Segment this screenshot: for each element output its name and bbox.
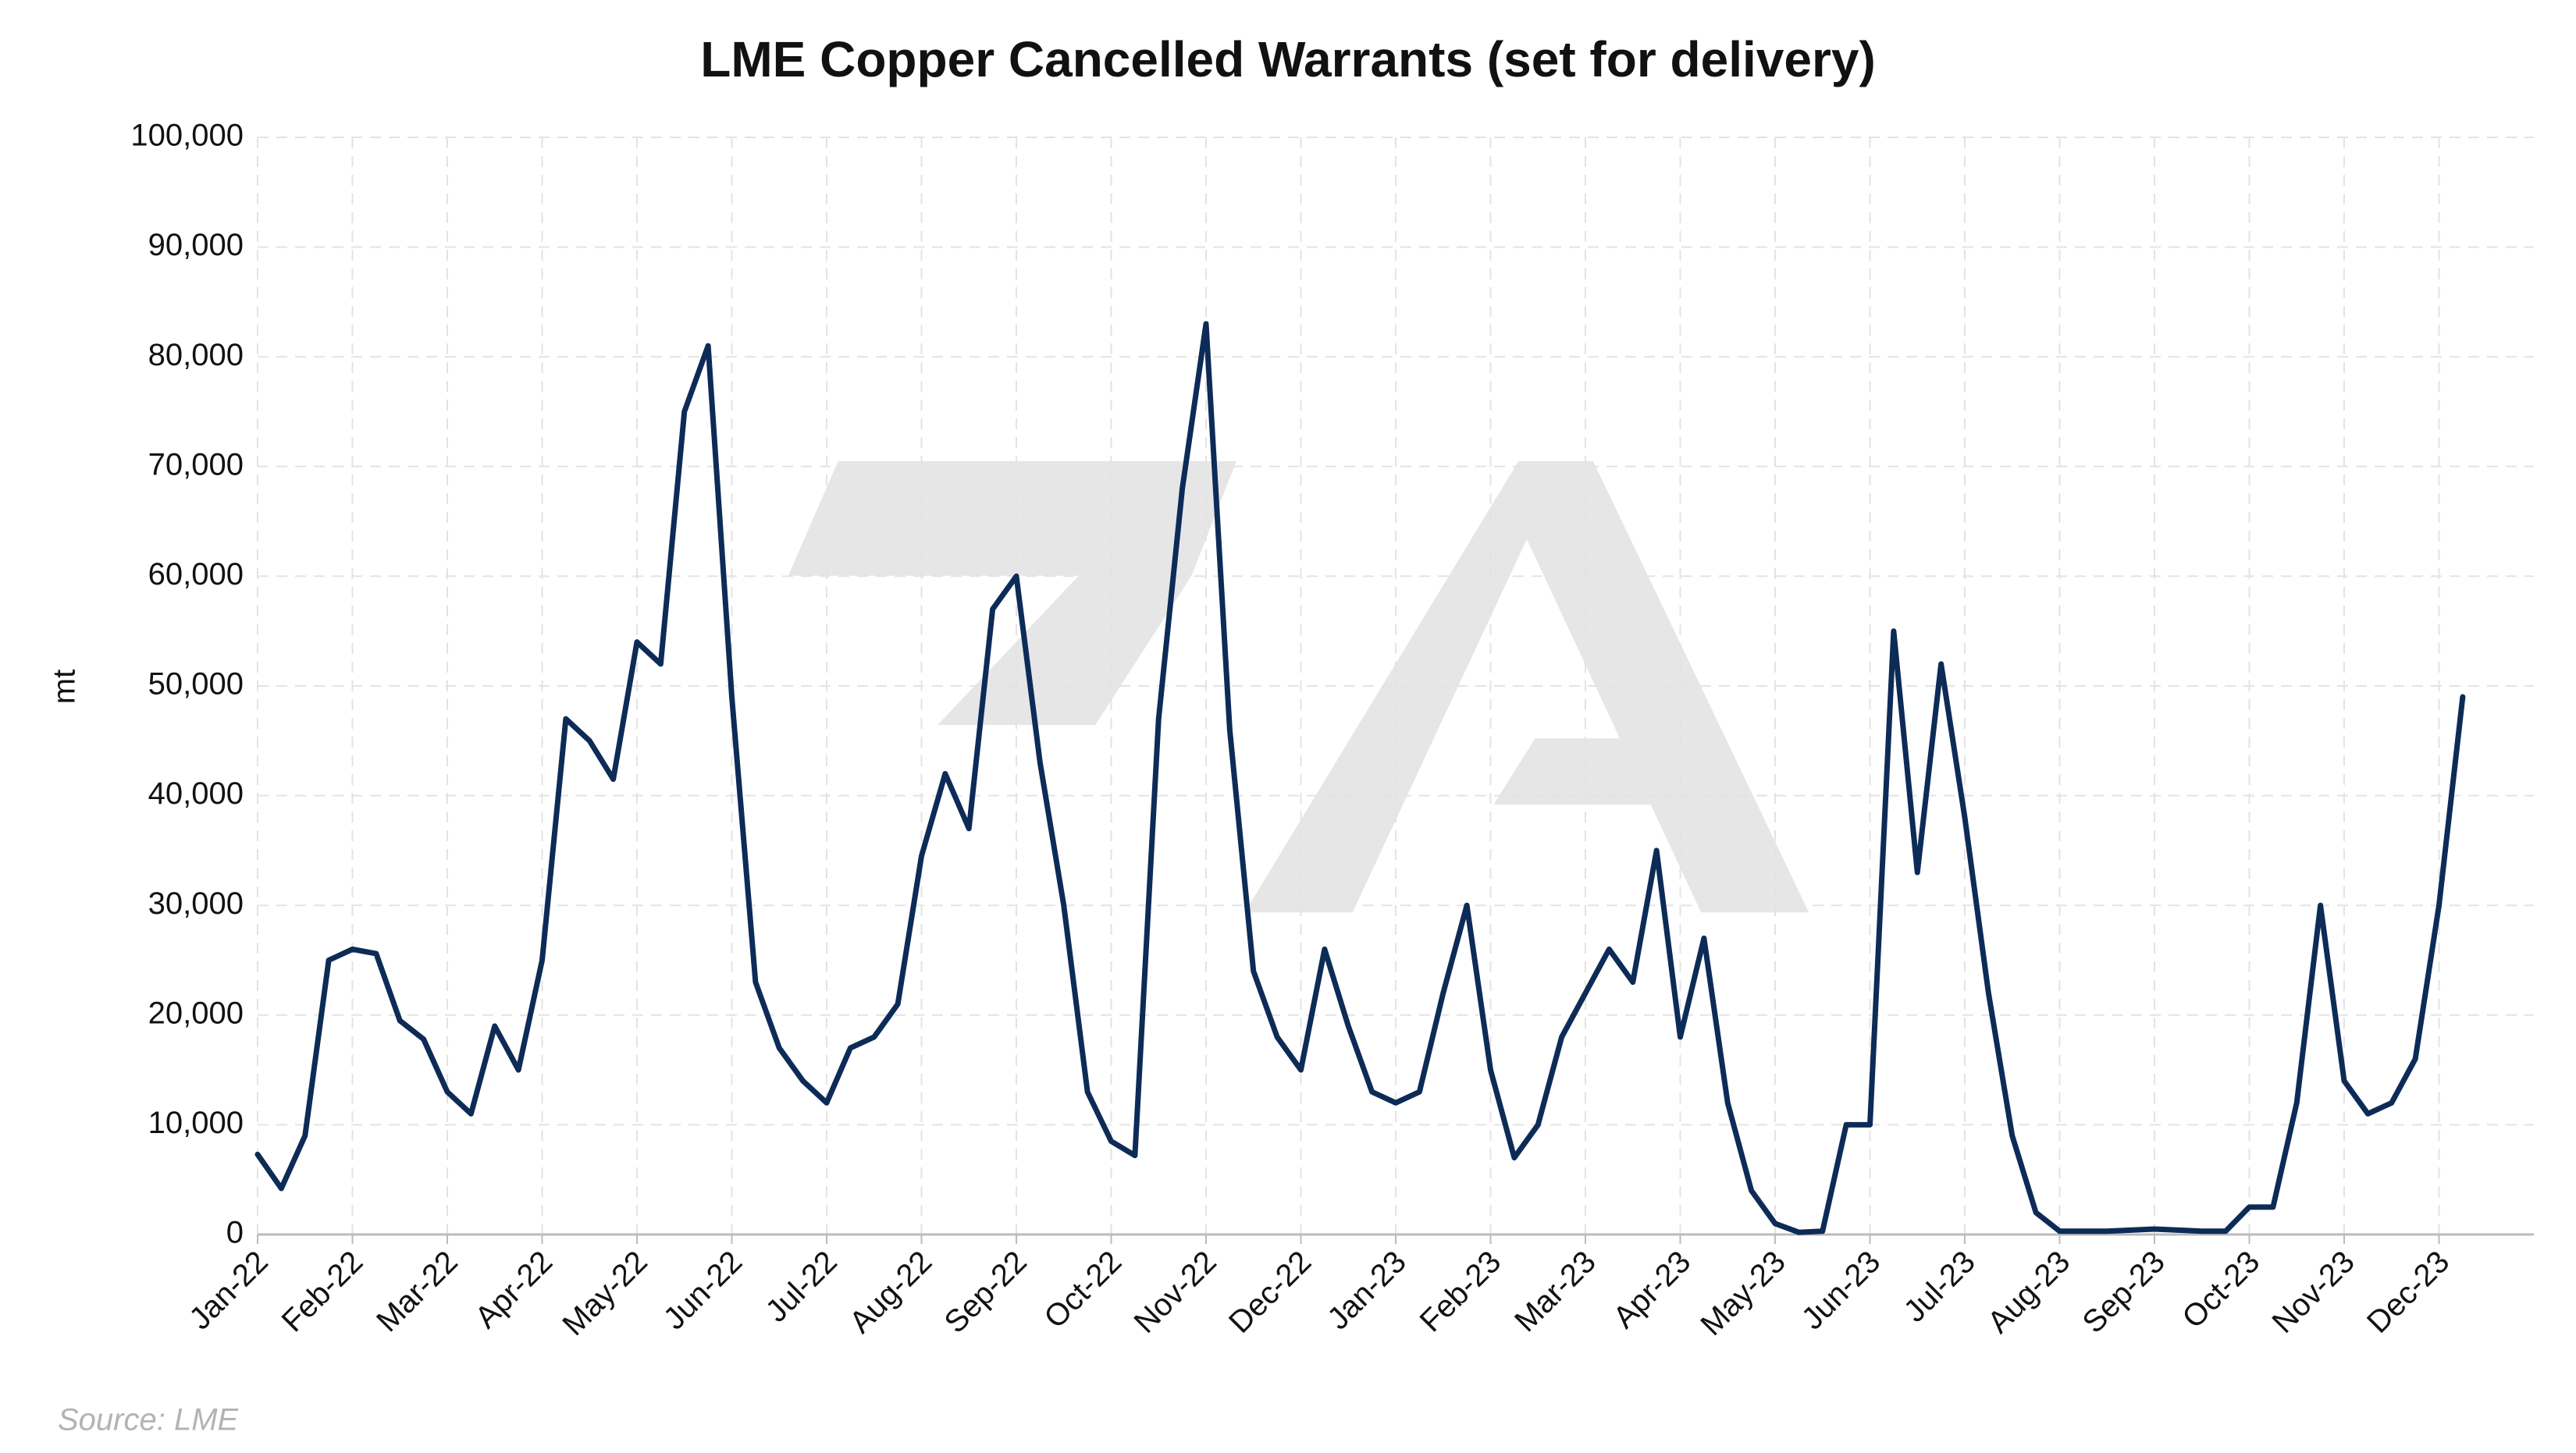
x-tick-label: Jul-23: [1898, 1245, 1982, 1329]
x-tick-label: Jan-22: [183, 1245, 275, 1337]
x-tick-label: Jul-22: [760, 1245, 844, 1329]
x-tick-label: Jun-22: [657, 1245, 749, 1337]
x-tick-label: Feb-22: [276, 1245, 370, 1339]
x-tick-label: Mar-23: [1508, 1245, 1603, 1339]
y-tick-label: 20,000: [148, 996, 244, 1030]
y-tick-label: 80,000: [148, 338, 244, 372]
x-tick-label: Jun-23: [1795, 1245, 1888, 1337]
x-tick-label: Dec-23: [2361, 1245, 2456, 1340]
watermark-shape: [1244, 461, 1809, 913]
x-tick-label: Apr-23: [1606, 1245, 1697, 1335]
x-tick-label: Sep-23: [2076, 1245, 2172, 1340]
y-tick-label: 70,000: [148, 447, 244, 481]
x-tick-label: Aug-23: [1981, 1245, 2076, 1340]
x-tick-label: Feb-23: [1414, 1245, 1508, 1339]
line-series: [254, 321, 2466, 1235]
x-tick-label: Jan-23: [1321, 1245, 1413, 1337]
x-tick-label: May-22: [556, 1245, 653, 1342]
x-tick-label: Oct-23: [2176, 1245, 2266, 1335]
y-tick-label: 10,000: [148, 1106, 244, 1140]
y-tick-label: 40,000: [148, 776, 244, 811]
x-tick-label: Nov-23: [2266, 1245, 2361, 1340]
y-axis-label: mt: [48, 670, 82, 704]
x-tick-label: Mar-22: [370, 1245, 464, 1339]
x-tick-label: Nov-22: [1128, 1245, 1223, 1340]
x-tick-label: Dec-22: [1222, 1245, 1318, 1340]
x-tick-label: Apr-22: [468, 1245, 559, 1335]
watermark-shape: [938, 575, 1192, 726]
x-tick-label: May-23: [1694, 1245, 1791, 1342]
x-tick-label: Aug-22: [843, 1245, 938, 1340]
y-tick-label: 50,000: [148, 667, 244, 702]
y-tick-label: 60,000: [148, 557, 244, 592]
y-tick-label: 90,000: [148, 228, 244, 262]
x-tick-label: Oct-22: [1037, 1245, 1128, 1335]
watermark-shape: [1493, 738, 1652, 805]
watermark: [788, 461, 1809, 913]
y-tick-label: 0: [226, 1216, 244, 1250]
x-tick-label: Sep-22: [938, 1245, 1034, 1340]
y-tick-label: 100,000: [130, 119, 244, 153]
chart-title: LME Copper Cancelled Warrants (set for d…: [700, 31, 1876, 87]
y-tick-label: 30,000: [148, 886, 244, 921]
source-note: Source: LME: [58, 1403, 240, 1437]
watermark-shape: [788, 461, 1236, 576]
